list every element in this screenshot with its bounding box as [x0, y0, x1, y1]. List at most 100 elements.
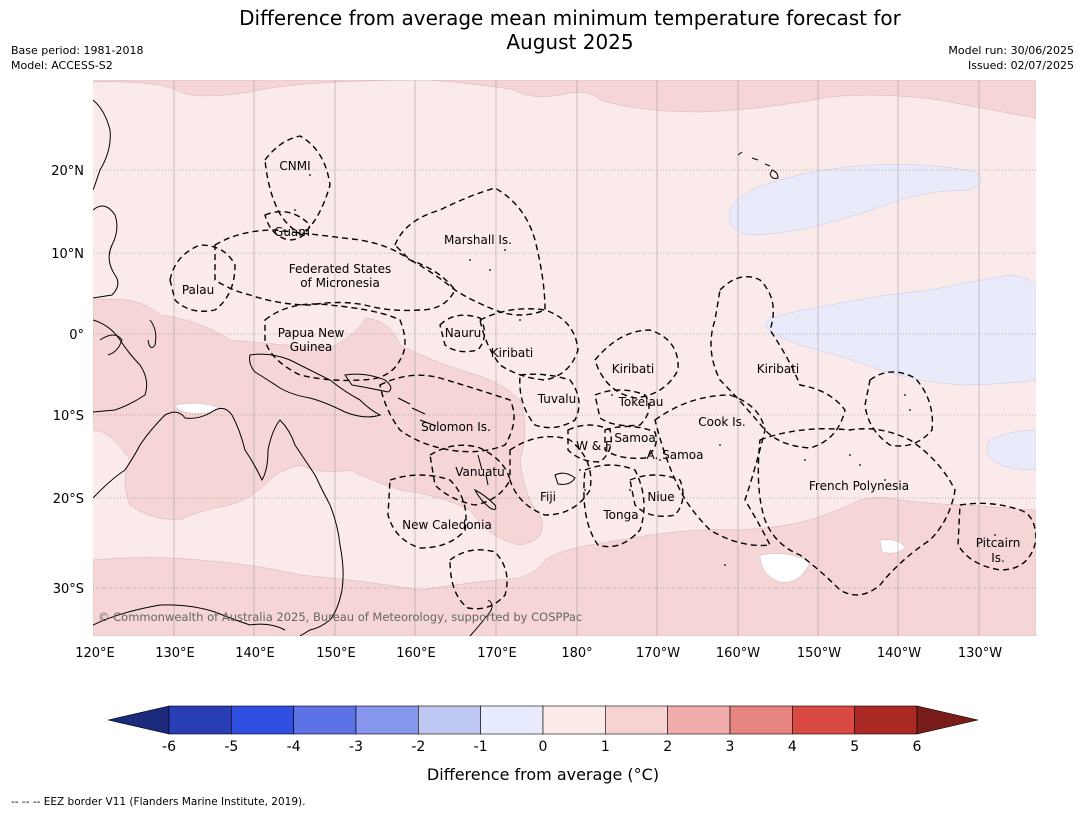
new-zealand: [469, 599, 493, 636]
label-png-line1: Papua New: [278, 326, 345, 340]
label-solomon: Solomon Is.: [421, 420, 491, 434]
latitude-labels: 20°N 10°N 0° 10°S 20°S 30°S: [51, 164, 84, 597]
label-kiribati-east: Kiribati: [757, 362, 799, 376]
label-new-caledonia: New Caledonia: [402, 518, 492, 532]
small-patches: [174, 402, 906, 583]
lon-label: 140°E: [235, 646, 275, 661]
latitude-gridlines: [93, 169, 1036, 589]
label-fsm-line2: of Micronesia: [300, 276, 380, 290]
label-guam: Guam: [274, 225, 310, 239]
eez-vanuatu: [429, 444, 511, 506]
region-labels: CNMI Guam Marshall Is. Palau Federated S…: [182, 159, 1020, 565]
lon-label: 150°E: [316, 646, 356, 661]
lon-label: 180°: [561, 646, 592, 661]
model-run: Model run: 30/06/2025: [948, 44, 1074, 57]
eez-cook: [654, 394, 772, 547]
label-tuvalu: Tuvalu: [537, 392, 577, 406]
label-cnmi: CNMI: [279, 159, 310, 173]
new-caledonia: [473, 488, 497, 510]
halmahera: [147, 319, 157, 349]
lat-label: 30°S: [53, 582, 84, 597]
anomaly-1-2-coral-sea: [93, 298, 543, 546]
label-tokelau: Tokelau: [618, 395, 664, 409]
label-nauru: Nauru: [445, 326, 481, 340]
eez-niue: [629, 474, 684, 517]
colorbar-segment: [729, 705, 793, 735]
colorbar: -6 -5 -4 -3 -2 -1 0 1 2 3 4 5 6: [107, 705, 979, 755]
eez-kiribati-gilbert: [479, 308, 579, 381]
colorbar-segment: [605, 705, 668, 735]
label-kiribati-west: Kiribati: [491, 346, 533, 360]
label-marshall: Marshall Is.: [444, 233, 512, 247]
colorbar-segment: [231, 705, 294, 735]
cool-patch-south: [986, 429, 1036, 471]
coastlines: [93, 99, 779, 636]
eez-wf: [567, 424, 612, 463]
colorbar-tick-label: 6: [913, 739, 922, 755]
eez-cnmi: [264, 135, 331, 236]
eez-pitcairn: [957, 502, 1036, 571]
map-title: Difference from average mean minimum tem…: [170, 6, 970, 54]
eez-fsm: [214, 229, 456, 312]
colorbar-segment: [355, 705, 419, 735]
colorbar-segment: [480, 705, 544, 735]
colorbar-tick-label: -2: [411, 739, 425, 755]
fiji: [554, 472, 576, 485]
label-niue: Niue: [647, 490, 674, 504]
philippines: [93, 205, 119, 299]
colorbar-segment: [792, 705, 855, 735]
island-dots: [294, 174, 996, 566]
meta-right: Model run: 30/06/2025 Issued: 02/07/2025: [948, 43, 1074, 73]
lon-label: 170°E: [477, 646, 517, 661]
colorbar-title: Difference from average (°C): [427, 765, 659, 784]
eez-french-polynesia: [757, 428, 956, 596]
colorbar-segment: [667, 705, 731, 735]
lon-label: 160°E: [396, 646, 436, 661]
longitude-gridlines: [173, 80, 980, 636]
australia-coast: [93, 407, 344, 636]
eez-newcal: [387, 474, 467, 549]
eez-borders: [169, 135, 1036, 610]
colorbar-segment: [418, 705, 481, 735]
sulawesi: [99, 334, 123, 356]
label-wallis-futuna: W & F: [576, 439, 612, 453]
lat-label: 0°: [69, 328, 84, 343]
label-french-polynesia: French Polynesia: [809, 479, 909, 493]
colorbar-tick-label: -1: [474, 739, 488, 755]
colorbar-extend-low: [107, 705, 170, 735]
lat-label: 10°S: [53, 409, 84, 424]
label-fiji: Fiji: [540, 490, 556, 504]
lat-label: 10°N: [51, 247, 84, 262]
eez-marshall: [394, 187, 546, 316]
lon-label: 130°E: [155, 646, 195, 661]
label-pitcairn-line2: Is.: [991, 551, 1005, 565]
australia-south-coast: [93, 604, 286, 631]
indonesia-west: [93, 319, 148, 413]
eez-footnote: -- -- -- EEZ border V11 (Flanders Marine…: [11, 796, 306, 808]
cool-patch-equator: [764, 274, 1036, 386]
label-vanuatu: Vanuatu: [455, 465, 505, 479]
title-line-1: Difference from average mean minimum tem…: [239, 6, 901, 30]
meta-left: Base period: 1981-2018 Model: ACCESS-S2: [11, 43, 143, 73]
colorbar-tick-label: -4: [287, 739, 301, 755]
cool-patch-north: [729, 164, 982, 236]
colorbar-tick-label: 1: [601, 739, 610, 755]
colorbar-tick-label: -6: [162, 739, 176, 755]
eez-guam: [264, 211, 311, 241]
label-png-line2: Guinea: [290, 340, 333, 354]
eez-nz-north: [449, 549, 508, 610]
colorbar-tick-label: 0: [539, 739, 548, 755]
png-coast: [249, 353, 382, 418]
new-britain: [344, 373, 392, 393]
luzon: [93, 99, 111, 191]
label-palau: Palau: [182, 283, 214, 297]
solomon-islands: [397, 397, 437, 427]
colorbar-tick-label: -5: [224, 739, 238, 755]
vanuatu: [477, 454, 489, 486]
eez-tonga: [583, 464, 645, 548]
eez-kiribati-line: [710, 276, 846, 449]
colorbar-tick-label: 3: [726, 739, 735, 755]
issued-date: Issued: 02/07/2025: [967, 59, 1074, 72]
map-area: CNMI Guam Marshall Is. Palau Federated S…: [93, 80, 1036, 636]
